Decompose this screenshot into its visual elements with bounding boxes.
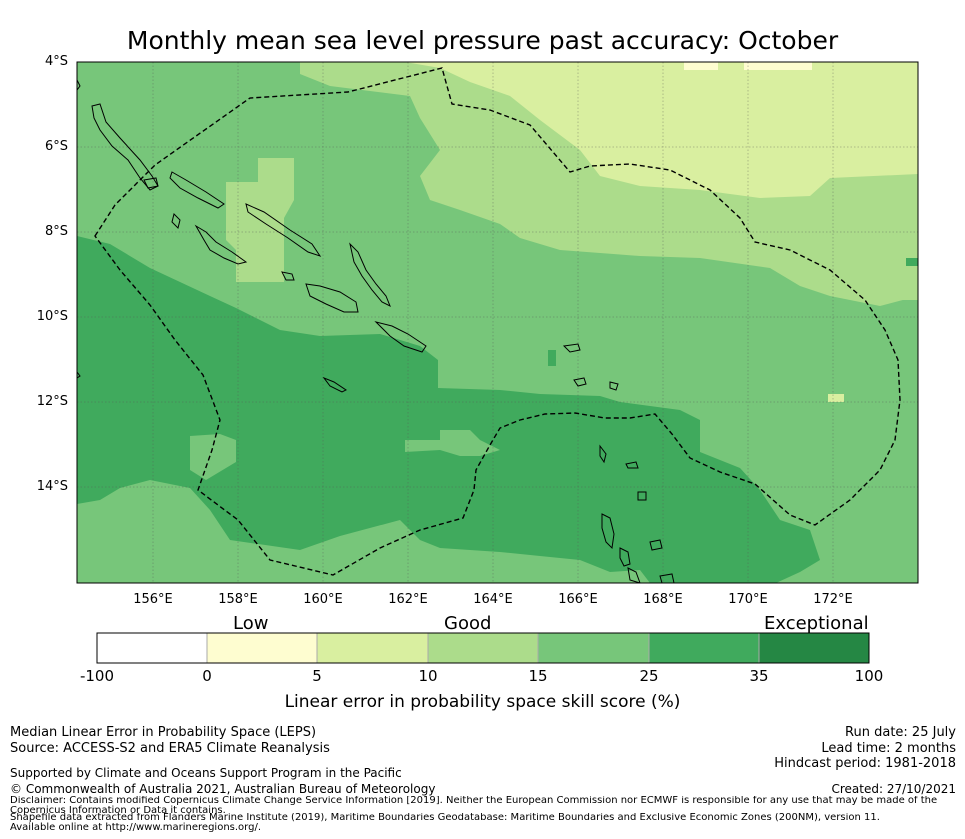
category-label-low: Low [233, 613, 269, 634]
map-frame [76, 61, 919, 584]
colorbar-swatch [97, 633, 207, 663]
colorbar-swatch [317, 633, 428, 663]
skill-region-good [760, 462, 769, 478]
lat-label: 6°S [44, 139, 68, 154]
island-small [77, 371, 81, 379]
skill-region-high [906, 258, 918, 266]
skill-region-lowest [744, 62, 812, 70]
island-rennell [322, 376, 347, 393]
island-makira [374, 321, 427, 353]
island-bougainville [91, 103, 159, 191]
colorbar-tick-label: 5 [312, 667, 322, 685]
lon-label: 172°E [813, 592, 853, 607]
lat-label: 12°S [36, 394, 68, 409]
colorbar-tick-label: 25 [639, 667, 659, 685]
skill-region-lowest [684, 62, 718, 70]
island-small [599, 444, 607, 464]
colorbar-tick-label: 0 [202, 667, 212, 685]
skill-region-good [845, 564, 879, 572]
lat-label: 10°S [36, 309, 68, 324]
lon-label: 170°E [728, 592, 768, 607]
island-small [627, 567, 641, 583]
footer-shapefile-credit: Shapefile data extracted from Flanders M… [10, 813, 880, 833]
island-small [609, 381, 619, 391]
colorbar-frame [96, 632, 870, 664]
lon-label: 162°E [388, 592, 428, 607]
colorbar-tick-label: 10 [418, 667, 438, 685]
island-small [171, 213, 181, 229]
category-label-exceptional: Exceptional [764, 613, 869, 634]
island-small [562, 343, 581, 353]
lon-label: 158°E [218, 592, 258, 607]
colorbar-swatch [649, 633, 759, 663]
island-new-georgia [194, 224, 248, 265]
colorbar-tick-label: -100 [79, 667, 115, 685]
skill-region-low [405, 62, 918, 198]
lat-label: 4°S [44, 54, 68, 69]
colorbar-title: Linear error in probability space skill … [284, 692, 681, 712]
island-small [659, 573, 675, 583]
colorbar-swatch [428, 633, 538, 663]
created-date: Created: 27/10/2021 [831, 782, 956, 796]
lon-label: 156°E [133, 592, 173, 607]
footer-disclaimer: Disclaimer: Contains modified Copernicus… [10, 796, 938, 816]
lat-label: 14°S [36, 479, 68, 494]
skill-region-high [548, 350, 556, 366]
lat-label: 8°S [44, 224, 68, 239]
footer-method: Median Linear Error in Probability Space… [10, 725, 317, 740]
skill-region-good [405, 430, 500, 456]
map-title: Monthly mean sea level pressure past acc… [126, 26, 839, 55]
island-santa-isabel [245, 203, 322, 257]
colorbar-swatch [759, 633, 869, 663]
colorbar [96, 632, 870, 664]
colorbar-tick-label: 35 [749, 667, 769, 685]
island-small [637, 491, 647, 501]
colorbar-swatch [207, 633, 317, 663]
lon-label: 160°E [303, 592, 343, 607]
coastlines [77, 79, 675, 583]
island-small [143, 177, 159, 189]
island-small [625, 461, 639, 469]
lon-label: 164°E [473, 592, 513, 607]
colorbar-swatch [538, 633, 649, 663]
island-choiseul [169, 171, 225, 209]
island-malaita [349, 242, 391, 308]
eez-boundary [94, 67, 901, 576]
category-label-good: Good [444, 613, 492, 634]
graticule [77, 62, 918, 583]
colorbar-tick-label: 100 [854, 667, 884, 685]
island-guadalcanal [305, 283, 359, 313]
skill-region-good [190, 434, 236, 480]
island-small [281, 271, 295, 281]
lon-label: 166°E [558, 592, 598, 607]
island-small [573, 377, 587, 387]
footer-source: Source: ACCESS-S2 and ERA5 Climate Reana… [10, 741, 330, 756]
footer-support: Supported by Climate and Oceans Support … [10, 766, 402, 780]
run-date: Run date: 25 July [845, 725, 956, 740]
footer-copyright: © Commonwealth of Australia 2021, Austra… [10, 782, 436, 796]
island-efate [649, 539, 663, 551]
lead-time: Lead time: 2 months [821, 741, 956, 756]
island-small [77, 79, 81, 91]
colorbar-tick-label: 15 [528, 667, 548, 685]
skill-region-good [880, 256, 918, 300]
skill-region-high [77, 236, 820, 583]
island-malekula [619, 547, 631, 567]
lon-label: 168°E [643, 592, 683, 607]
hindcast-period: Hindcast period: 1981-2018 [774, 756, 956, 771]
skill-region-low [828, 394, 844, 402]
island-espiritu-santo [601, 513, 615, 550]
